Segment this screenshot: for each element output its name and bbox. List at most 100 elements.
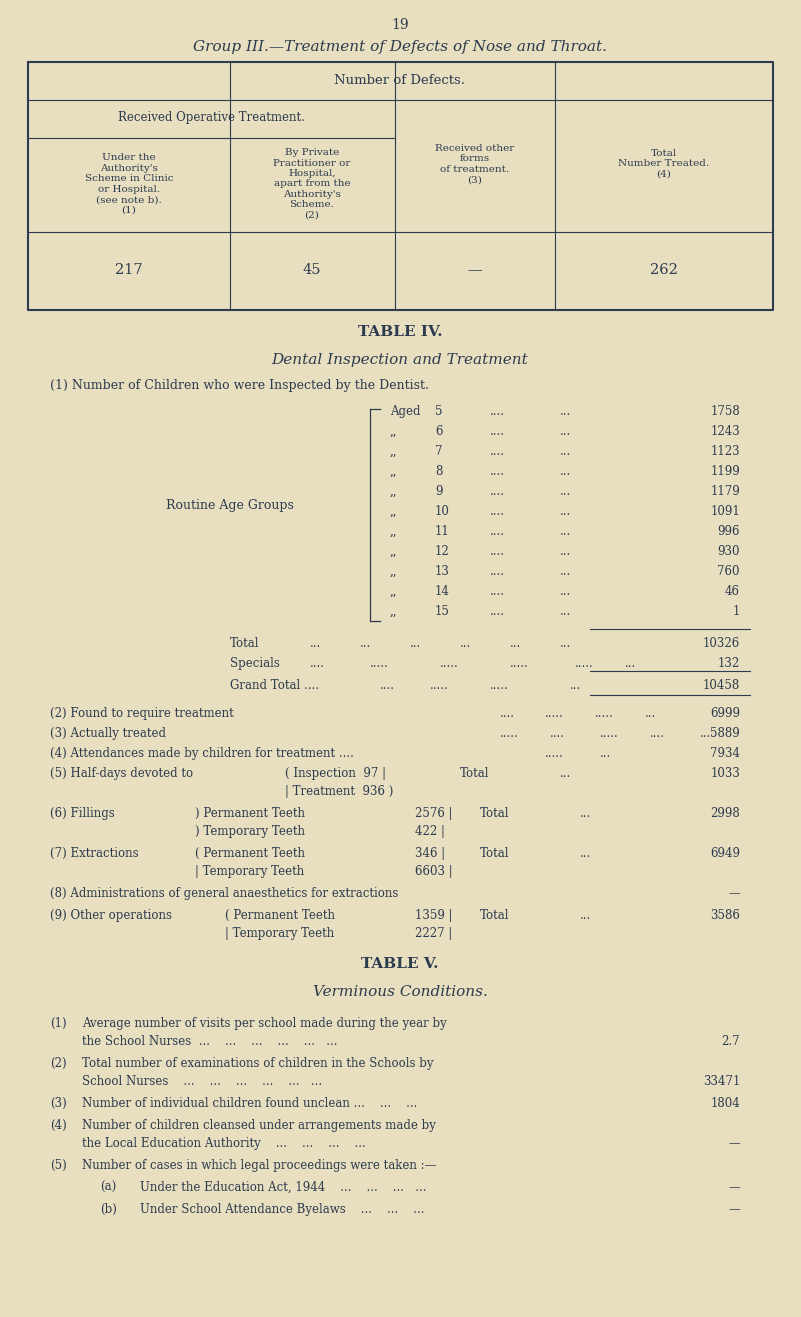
Text: ,,: ,, <box>390 485 397 498</box>
Text: Number of Defects.: Number of Defects. <box>335 74 465 87</box>
Text: ....: .... <box>490 465 505 478</box>
Text: 15: 15 <box>435 605 450 618</box>
Text: (a): (a) <box>100 1181 116 1195</box>
Text: 12: 12 <box>435 545 449 558</box>
Text: the School Nurses  ...    ...    ...    ...    ...   ...: the School Nurses ... ... ... ... ... ..… <box>82 1035 337 1048</box>
Text: By Private
Practitioner or
Hospital,
apart from the
Authority's
Scheme.
(2): By Private Practitioner or Hospital, apa… <box>273 149 351 220</box>
Text: .....: ..... <box>600 727 618 740</box>
Text: 1243: 1243 <box>710 425 740 439</box>
Text: Average number of visits per school made during the year by: Average number of visits per school made… <box>82 1017 447 1030</box>
Text: 422 |: 422 | <box>415 824 445 838</box>
Text: 132: 132 <box>718 657 740 670</box>
Text: (7) Extractions: (7) Extractions <box>50 847 139 860</box>
Text: (6) Fillings: (6) Fillings <box>50 807 115 820</box>
Text: ,,: ,, <box>390 545 397 558</box>
Text: 46: 46 <box>725 585 740 598</box>
Text: —: — <box>468 263 482 277</box>
Text: ,,: ,, <box>390 605 397 618</box>
Text: ....: .... <box>490 485 505 498</box>
Text: School Nurses    ...    ...    ...    ...    ...   ...: School Nurses ... ... ... ... ... ... <box>82 1075 322 1088</box>
Text: ....: .... <box>500 707 515 720</box>
Text: ...: ... <box>580 807 591 820</box>
Text: ....: .... <box>550 727 565 740</box>
Text: (3) Actually treated: (3) Actually treated <box>50 727 166 740</box>
Text: ....: .... <box>650 727 665 740</box>
Text: ...: ... <box>560 504 571 518</box>
Text: 1758: 1758 <box>710 406 740 417</box>
Text: 6999: 6999 <box>710 707 740 720</box>
Text: ...: ... <box>625 657 636 670</box>
Text: 1033: 1033 <box>710 766 740 780</box>
Text: .....: ..... <box>545 747 564 760</box>
Text: (8) Administrations of general anaesthetics for extractions: (8) Administrations of general anaesthet… <box>50 888 398 900</box>
Text: Dental Inspection and Treatment: Dental Inspection and Treatment <box>272 353 529 367</box>
Text: Under the
Authority's
Scheme in Clinic
or Hospital.
(see note b).
(1): Under the Authority's Scheme in Clinic o… <box>85 154 173 215</box>
Text: ...: ... <box>560 406 571 417</box>
Text: ...: ... <box>645 707 656 720</box>
Text: ....: .... <box>490 445 505 458</box>
Text: (9) Other operations: (9) Other operations <box>50 909 172 922</box>
Text: 13: 13 <box>435 565 450 578</box>
Text: 10: 10 <box>435 504 450 518</box>
Text: (1) Number of Children who were Inspected by the Dentist.: (1) Number of Children who were Inspecte… <box>50 379 429 392</box>
Text: ...: ... <box>560 525 571 539</box>
Text: .....: ..... <box>500 727 519 740</box>
Text: .....: ..... <box>430 680 449 691</box>
Text: 33471: 33471 <box>702 1075 740 1088</box>
Text: 6949: 6949 <box>710 847 740 860</box>
Text: (b): (b) <box>100 1202 117 1216</box>
Text: 1804: 1804 <box>710 1097 740 1110</box>
Text: Total: Total <box>230 637 260 651</box>
Text: 930: 930 <box>718 545 740 558</box>
Text: .....: ..... <box>575 657 594 670</box>
Text: ...: ... <box>410 637 421 651</box>
Text: ...: ... <box>580 847 591 860</box>
Text: | Treatment  936 ): | Treatment 936 ) <box>285 785 393 798</box>
Text: Specials: Specials <box>230 657 280 670</box>
Text: ...: ... <box>560 637 571 651</box>
Text: ) Permanent Teeth: ) Permanent Teeth <box>195 807 305 820</box>
Text: Received other
forms
of treatment.
(3): Received other forms of treatment. (3) <box>436 144 514 184</box>
Text: ...: ... <box>460 637 471 651</box>
Text: —: — <box>728 1202 740 1216</box>
Text: ....: .... <box>490 425 505 439</box>
Text: Number of individual children found unclean ...    ...    ...: Number of individual children found uncl… <box>82 1097 417 1110</box>
Text: ...: ... <box>560 485 571 498</box>
Text: 2998: 2998 <box>710 807 740 820</box>
Text: 7: 7 <box>435 445 442 458</box>
Text: 19: 19 <box>391 18 409 32</box>
Text: 7934: 7934 <box>710 747 740 760</box>
Text: 2227 |: 2227 | <box>415 927 453 940</box>
Text: —: — <box>728 1181 740 1195</box>
Text: ...: ... <box>510 637 521 651</box>
Text: 6: 6 <box>435 425 442 439</box>
Text: 1359 |: 1359 | <box>415 909 453 922</box>
Text: Received Operative Treatment.: Received Operative Treatment. <box>118 112 304 125</box>
Text: (2) Found to require treatment: (2) Found to require treatment <box>50 707 234 720</box>
Text: 10326: 10326 <box>702 637 740 651</box>
Text: ....: .... <box>490 406 505 417</box>
Text: 346 |: 346 | <box>415 847 445 860</box>
Text: Total number of examinations of children in the Schools by: Total number of examinations of children… <box>82 1058 433 1069</box>
Text: ...: ... <box>560 766 571 780</box>
Text: ....: .... <box>490 565 505 578</box>
Text: 3586: 3586 <box>710 909 740 922</box>
Text: —: — <box>728 1137 740 1150</box>
Text: .....: ..... <box>440 657 459 670</box>
Text: ....: .... <box>490 545 505 558</box>
Text: ,,: ,, <box>390 565 397 578</box>
Text: 9: 9 <box>435 485 442 498</box>
Text: ...: ... <box>560 605 571 618</box>
Text: 760: 760 <box>718 565 740 578</box>
Text: 1123: 1123 <box>710 445 740 458</box>
Text: ...: ... <box>360 637 371 651</box>
Text: (4) Attendances made by children for treatment ....: (4) Attendances made by children for tre… <box>50 747 354 760</box>
Text: ....: .... <box>490 525 505 539</box>
Text: ...: ... <box>560 425 571 439</box>
Text: Total: Total <box>480 807 509 820</box>
Text: ....: .... <box>380 680 395 691</box>
Text: Total
Number Treated.
(4): Total Number Treated. (4) <box>618 149 710 179</box>
Text: ...: ... <box>600 747 611 760</box>
Text: ,,: ,, <box>390 585 397 598</box>
Text: Total: Total <box>460 766 489 780</box>
